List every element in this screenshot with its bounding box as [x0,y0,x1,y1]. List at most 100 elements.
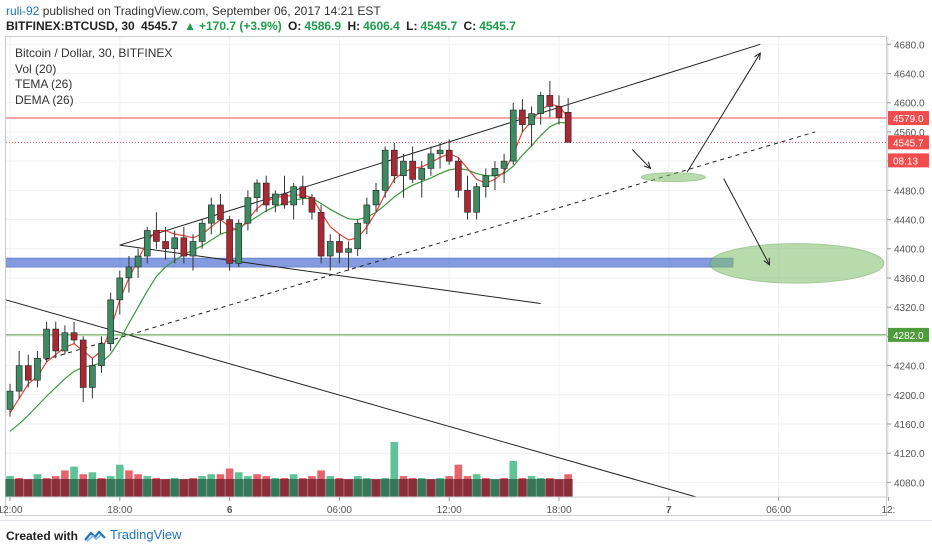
volume-ma-bar [133,479,143,497]
price-axis-label: 4160.0 [894,420,925,431]
volume-ma-bar [536,479,546,497]
candle-body[interactable] [445,149,453,162]
candle-body[interactable] [464,190,471,213]
target-ellipse[interactable] [709,243,885,284]
projection-arrow[interactable] [631,149,651,169]
candle-body[interactable] [24,365,32,381]
volume-ma-bar [14,479,24,497]
candle-body[interactable] [153,230,160,242]
price-tag-label: 4579.0 [893,114,924,125]
candle-body[interactable] [116,277,124,301]
target-ellipse[interactable] [640,172,706,183]
candle-body[interactable] [299,186,307,198]
candle-body[interactable] [217,204,224,220]
candle-body[interactable] [98,343,105,366]
candle-body[interactable] [15,365,23,392]
candle-body[interactable] [537,95,545,114]
candle-body[interactable] [473,186,480,213]
candle-body[interactable] [519,109,526,125]
candle-body[interactable] [171,237,178,250]
price-axis-label: 4640.0 [894,70,925,81]
volume-ma-bar [307,479,317,497]
lower-channel-dashed-line[interactable] [37,131,816,363]
candle-body[interactable] [372,190,380,206]
candle-body[interactable] [70,332,78,341]
candle-body[interactable] [308,197,316,213]
candle-body[interactable] [143,230,151,257]
volume-ma-bar [115,479,125,497]
candle-body[interactable] [244,197,252,224]
candle-body[interactable] [43,328,50,359]
candle-body[interactable] [253,182,261,198]
candle-body[interactable] [345,248,352,253]
candle-body[interactable] [381,149,389,191]
candle-body[interactable] [189,241,197,257]
candle-body[interactable] [281,193,288,206]
support-zone[interactable] [1,257,734,268]
candle-body[interactable] [262,182,270,206]
volume-ma-bar [325,479,335,497]
candle-body[interactable] [564,111,572,143]
candle-body[interactable] [162,241,169,250]
volume-ma-bar [517,479,527,497]
volume-ma-bar [270,479,280,497]
high-value: 4606.4 [363,19,400,33]
candle-body[interactable] [235,222,243,264]
candle-body[interactable] [409,160,416,180]
candle-body[interactable] [354,222,362,250]
price-axis-label: 4440.0 [894,216,925,227]
candle-body[interactable] [6,390,14,410]
candle-body[interactable] [326,241,334,257]
volume-ma-bar [508,479,518,497]
candle-body[interactable] [61,332,69,352]
candle-body[interactable] [482,175,490,187]
candle-body[interactable] [79,339,87,388]
candle-body[interactable] [125,266,133,279]
author-link[interactable]: ruli-92 [6,4,40,18]
volume-ma-bar [380,479,390,497]
candle-body[interactable] [400,160,407,177]
candle-body[interactable] [198,222,206,242]
price-axis-label: 4320.0 [894,303,925,314]
legend-volume[interactable]: Vol (20) [15,61,57,76]
candle-body[interactable] [34,357,41,381]
tradingview-brand[interactable]: TradingView [84,527,182,542]
candle-body[interactable] [317,211,325,257]
price-tag [888,327,929,342]
candle-body[interactable] [455,160,462,191]
candle-body[interactable] [500,160,508,169]
projection-arrow[interactable] [686,52,761,173]
candle-body[interactable] [336,241,343,253]
legend-tema[interactable]: TEMA (26) [15,77,73,91]
candle-body[interactable] [509,109,517,162]
candle-body[interactable] [272,193,279,206]
candle-body[interactable] [418,168,426,180]
candle-body[interactable] [390,149,398,177]
candle-body[interactable] [52,328,60,352]
candle-body[interactable] [491,168,499,177]
candle-body[interactable] [427,153,435,169]
volume-ma-bar [316,479,326,497]
candle-body[interactable] [107,299,114,344]
legend-title[interactable]: Bitcoin / Dollar, 30, BITFINEX [15,46,173,60]
candle-body[interactable] [546,95,554,107]
candle-body[interactable] [226,219,233,264]
projection-arrow[interactable] [723,178,770,266]
candle-body[interactable] [555,106,563,118]
candle-body[interactable] [208,204,215,224]
candle-body[interactable] [290,186,297,206]
candle-body[interactable] [180,237,188,257]
candle-body[interactable] [134,255,142,268]
volume-ma-bar [243,479,253,497]
volume-ma-bar [69,479,79,497]
volume-ma-bar [197,479,207,497]
candle-body[interactable] [89,365,96,388]
candle-body[interactable] [436,149,444,155]
price-axis-label: 4480.0 [894,186,925,197]
price-chart[interactable]: 4080.04120.04160.04200.04240.04280.04320… [0,0,932,520]
low-value: 4545.7 [420,19,458,33]
descending-line-bottom[interactable] [1,298,697,497]
candle-body[interactable] [528,113,535,125]
candle-body[interactable] [363,204,371,224]
legend-dema[interactable]: DEMA (26) [15,92,74,107]
